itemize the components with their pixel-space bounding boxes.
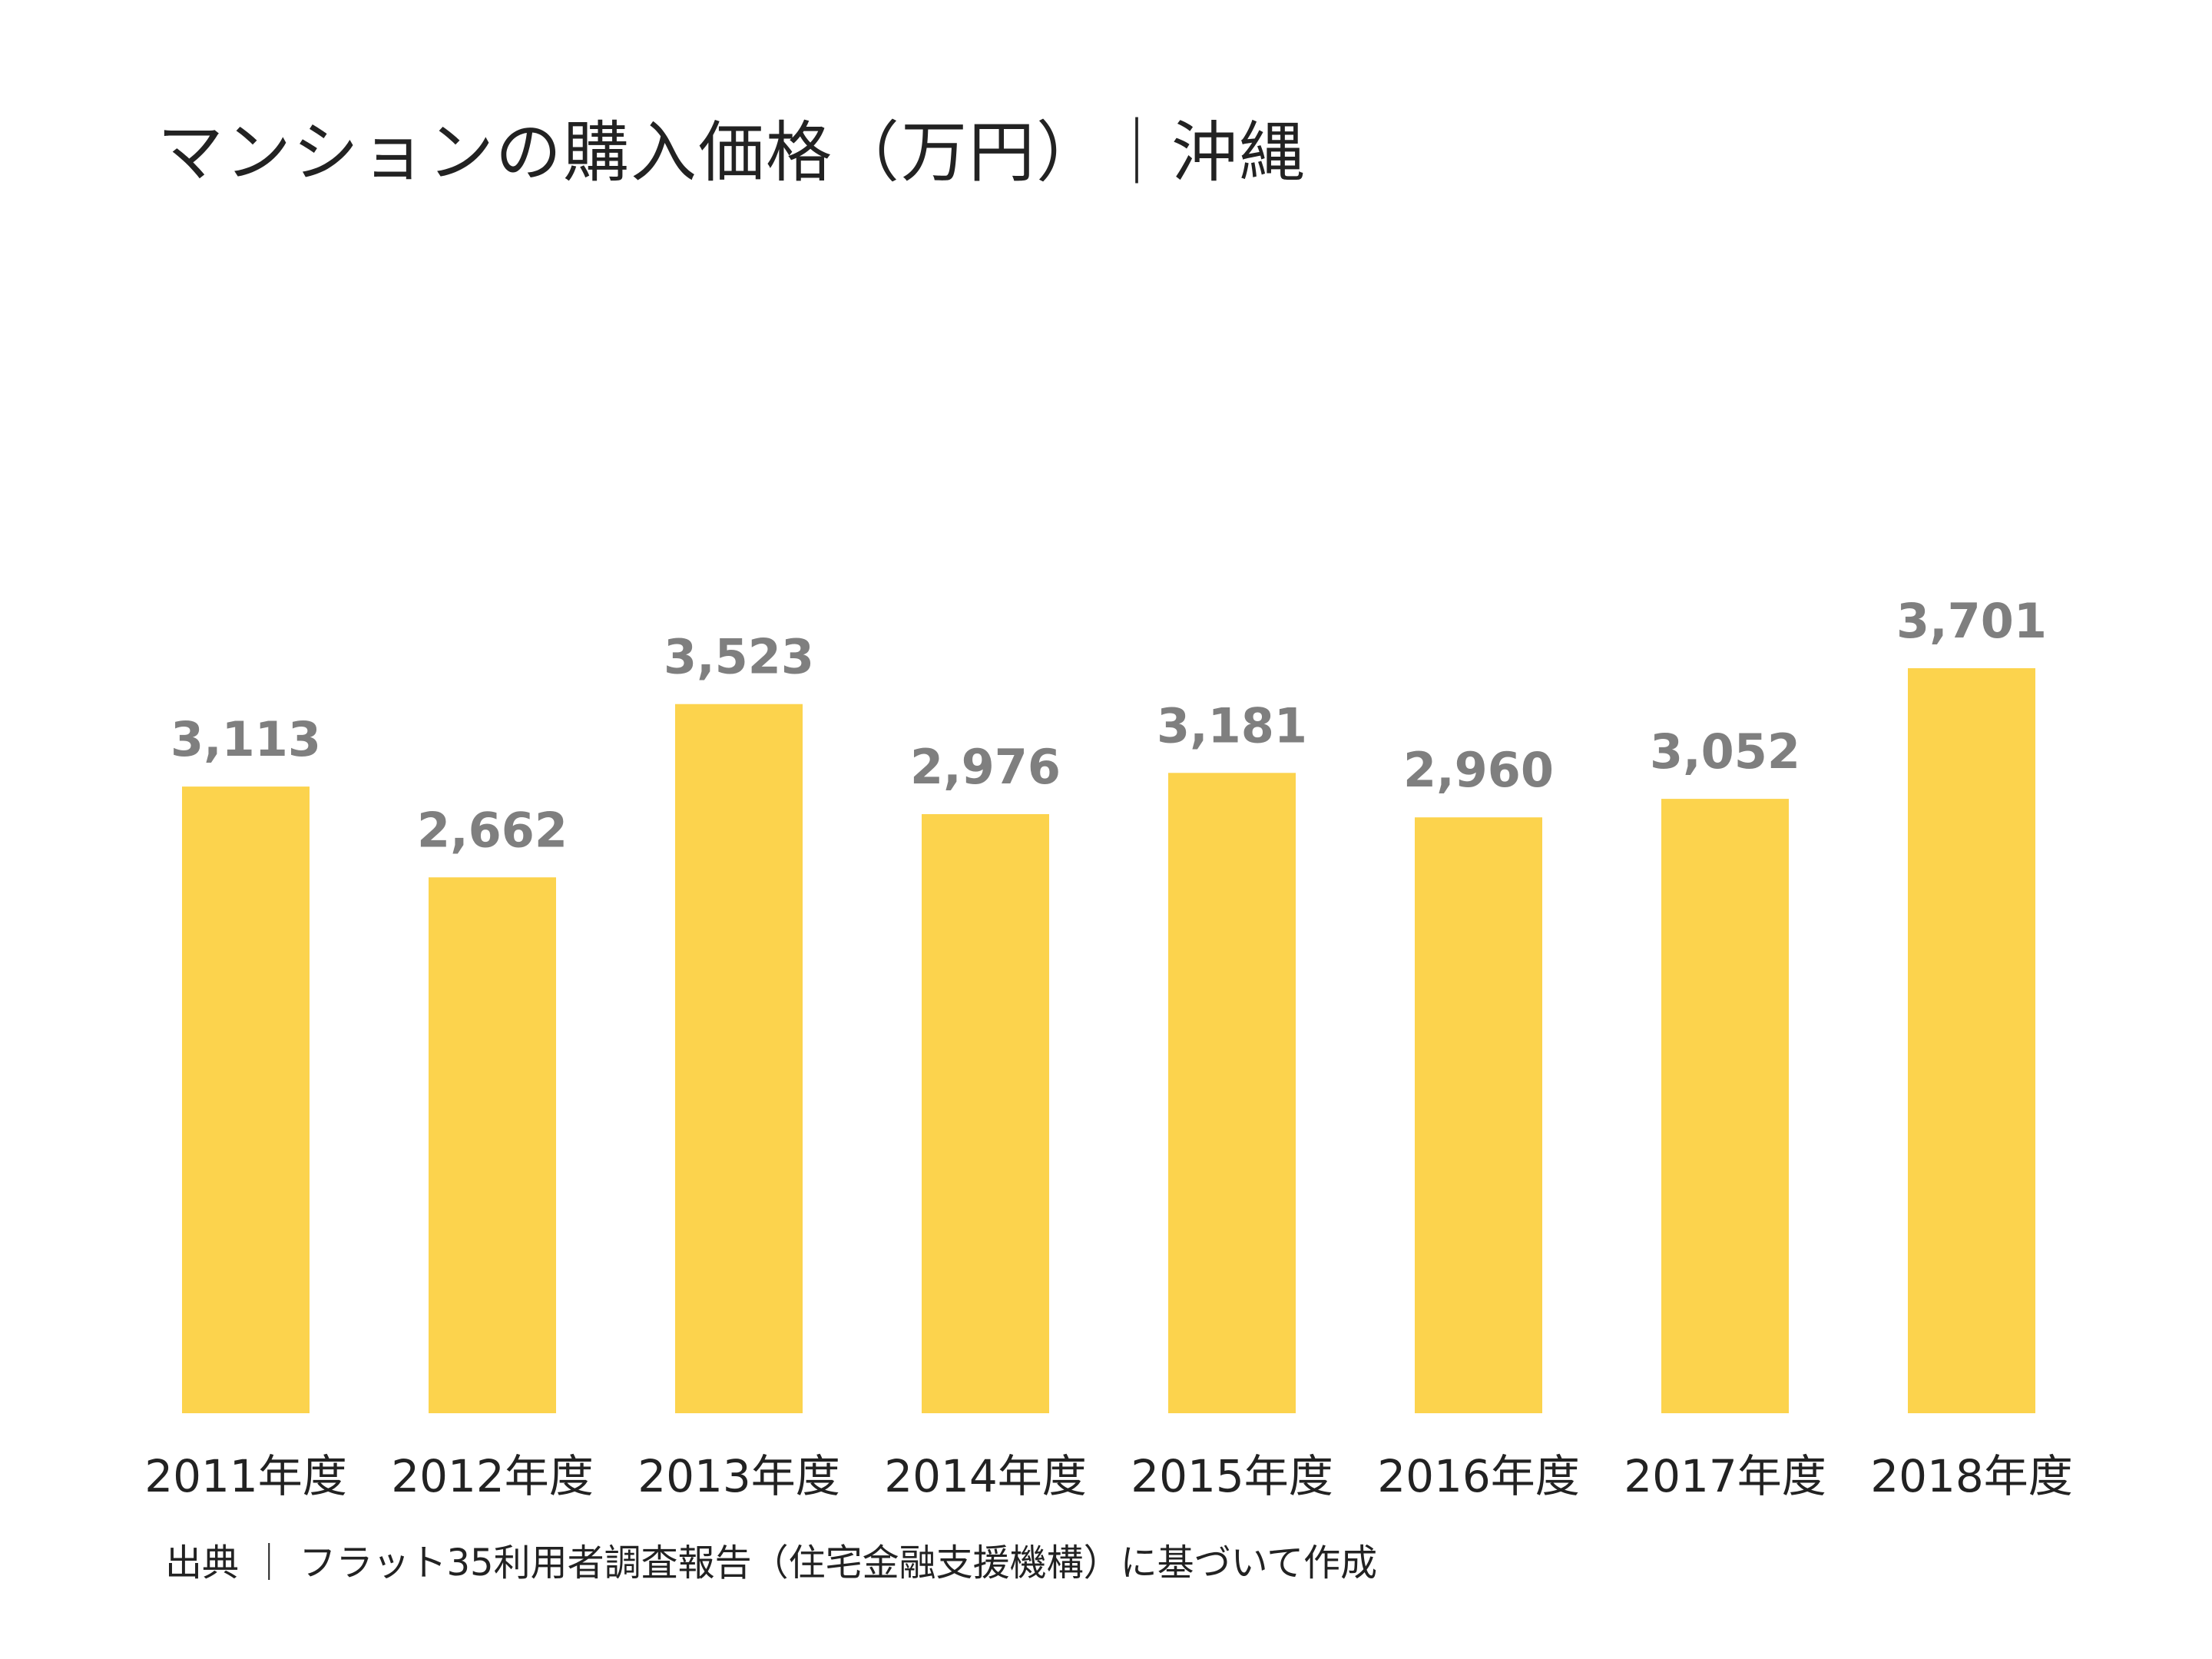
x-tick-label: 2016年度	[1377, 1450, 1580, 1502]
bar-2015年度	[1168, 773, 1296, 1413]
x-tick-label: 2012年度	[391, 1450, 594, 1502]
value-label: 3,113	[171, 711, 321, 767]
bar-2014年度	[922, 814, 1049, 1413]
value-label: 3,523	[664, 629, 814, 685]
bar-2017年度	[1661, 799, 1789, 1413]
bar-2016年度	[1415, 817, 1542, 1413]
value-label: 3,181	[1157, 697, 1307, 753]
bar-2018年度	[1908, 668, 2035, 1413]
bar-2011年度	[182, 786, 310, 1413]
x-tick-label: 2018年度	[1870, 1450, 2073, 1502]
value-label: 2,976	[910, 739, 1061, 795]
x-tick-label: 2017年度	[1624, 1450, 1826, 1502]
value-label: 2,662	[417, 802, 568, 858]
bar-2013年度	[675, 704, 803, 1413]
x-tick-label: 2013年度	[637, 1450, 840, 1502]
value-label: 2,960	[1403, 742, 1554, 798]
value-labels-group: 3,113 2,662 3,523 2,976 3,181 2,960 3,052 3,701	[171, 593, 2047, 858]
x-tick-label: 2015年度	[1131, 1450, 1333, 1502]
source-note: 出典 ｜ フラット35利用者調査報告（住宅金融支援機構）に基づいて作成	[165, 1541, 1378, 1584]
value-label: 3,701	[1896, 593, 2047, 649]
x-tick-label: 2014年度	[884, 1450, 1087, 1502]
bars-group	[182, 668, 2035, 1413]
x-tick-labels-group: 2011年度 2012年度 2013年度 2014年度 2015年度 2016年度 2017…	[144, 1450, 2073, 1502]
x-tick-label: 2011年度	[144, 1450, 347, 1502]
bar-2012年度	[429, 877, 556, 1413]
value-label: 3,052	[1650, 724, 1800, 780]
chart-title: マンションの購入価格（万円）｜沖縄	[157, 114, 1306, 191]
